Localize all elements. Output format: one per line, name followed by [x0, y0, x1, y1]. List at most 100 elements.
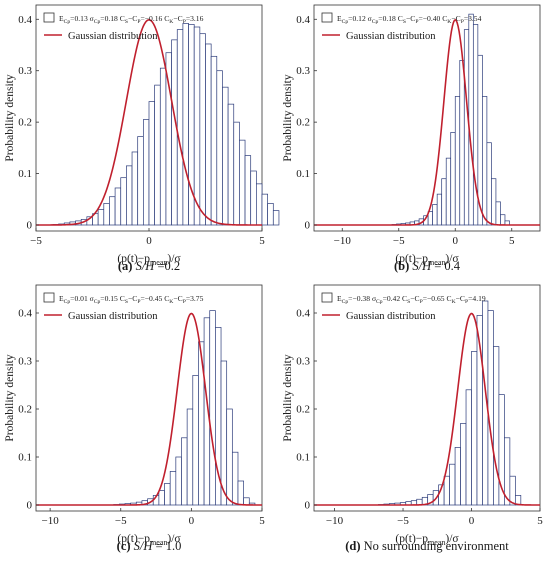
histogram-bar: [176, 457, 182, 505]
subplot-caption: (b) S/H = 0.4: [394, 259, 461, 273]
x-tick-label: −5: [30, 235, 42, 247]
y-axis-label: Probability density: [282, 74, 294, 161]
histogram-bar: [159, 491, 165, 505]
legend-stats-part: =−0.38: [348, 294, 372, 303]
histogram-bar: [442, 179, 447, 225]
x-tick-label: −5: [397, 515, 409, 527]
histogram-bar: [211, 56, 217, 225]
legend-histogram-swatch: [322, 293, 332, 302]
legend-stats: ECp=0.01 σCp=0.15 CS−CP=−0.45 CK−CP=3.75: [59, 294, 204, 305]
subplot-caption-text: = 0.4: [431, 259, 461, 273]
histogram-bar: [115, 188, 121, 225]
legend-stats: ECp=0.12 σCp=0.18 CS−CP=−0.40 CK−CP=3.54: [337, 14, 482, 25]
histogram-bar: [500, 215, 505, 225]
histogram-bar: [177, 30, 183, 225]
histogram-bar: [149, 102, 155, 225]
histogram-bar: [200, 34, 206, 225]
subplot-caption: (a) S/H =0.2: [118, 259, 180, 273]
subplot-caption-label: (b): [394, 259, 412, 273]
y-tick-label: 0: [27, 220, 33, 232]
histogram-bar: [228, 104, 234, 225]
y-tick-label: 0.2: [296, 117, 310, 129]
x-tick-label: −10: [334, 235, 352, 247]
x-tick-label: 5: [509, 235, 515, 247]
legend-stats-part: =0.42: [383, 294, 402, 303]
histogram-bar: [451, 132, 456, 225]
y-tick-label: 0.4: [296, 14, 310, 26]
subplot-caption-text: = 1.0: [152, 539, 181, 553]
x-tick-label: 0: [189, 515, 195, 527]
x-tick-label: 0: [469, 515, 475, 527]
histogram-bar: [193, 375, 199, 505]
histogram-bar: [183, 23, 189, 225]
legend-stats-part: −C: [410, 294, 419, 303]
histogram-bar: [488, 311, 493, 505]
y-tick-label: 0.2: [18, 404, 32, 416]
legend-stats-part: =3.16: [186, 14, 204, 23]
histogram-bar: [461, 423, 466, 505]
x-tick-label: −5: [393, 235, 405, 247]
histogram-bar: [262, 194, 268, 225]
legend-stats-part: =0.13: [70, 14, 89, 23]
histogram-bar: [433, 204, 438, 225]
histogram-bar: [487, 143, 492, 225]
histogram-bar: [210, 311, 216, 505]
subplot-caption-italic: S/H: [136, 259, 156, 273]
legend-stats-part: =−0.45: [140, 294, 164, 303]
histogram-bar: [239, 140, 245, 225]
histogram-bar: [491, 179, 496, 225]
histogram-bar: [181, 438, 187, 505]
y-tick-label: 0.2: [18, 117, 32, 129]
histogram-bar: [472, 351, 477, 505]
histogram-bar: [222, 87, 228, 225]
legend-stats-part: −C: [128, 14, 137, 23]
y-tick-label: 0.3: [18, 356, 32, 368]
histogram-bar: [232, 452, 238, 505]
histogram-bar: [165, 483, 171, 505]
legend-stats-part: =−0.65: [423, 294, 447, 303]
legend-curve-label: Gaussian distribution: [346, 311, 436, 322]
histogram-bar: [121, 178, 127, 225]
histogram-bar: [126, 166, 132, 225]
subplot-caption: (c) S/H = 1.0: [117, 539, 182, 553]
y-tick-label: 0: [305, 220, 311, 232]
x-tick-label: 5: [537, 515, 543, 527]
y-tick-label: 0.1: [296, 452, 310, 464]
y-axis-label: Probability density: [4, 354, 16, 441]
legend-stats-part: =3.75: [186, 294, 204, 303]
subplot-caption-italic: S/H: [134, 539, 154, 553]
y-tick-label: 0.1: [18, 168, 32, 180]
histogram-bar: [244, 498, 250, 505]
histogram-bar: [160, 68, 166, 225]
legend-stats-part: =0.18: [100, 14, 119, 23]
y-tick-label: 0.1: [18, 452, 32, 464]
histogram-bar: [464, 30, 469, 225]
histogram-bar: [460, 60, 465, 225]
histogram-bar: [132, 152, 138, 225]
legend-histogram-swatch: [44, 293, 54, 302]
y-tick-label: 0: [27, 500, 33, 512]
histogram-bar: [510, 476, 515, 505]
legend-curve-label: Gaussian distribution: [68, 31, 158, 42]
subplot-caption-label: (c): [117, 539, 134, 553]
x-tick-label: −10: [42, 515, 60, 527]
histogram-bar: [206, 44, 212, 225]
subplot-caption: (d) No surrounding environment: [345, 539, 509, 553]
histogram-bar: [187, 409, 193, 505]
histogram-bar: [227, 409, 233, 505]
histogram-bar: [238, 481, 244, 505]
histogram-bar: [221, 361, 227, 505]
histogram-bar: [251, 171, 257, 225]
histogram-bar: [482, 96, 487, 225]
histogram-bar: [172, 40, 178, 225]
legend-stats: ECp=0.13 σCp=0.18 CS−CP=−0.16 CK−CP=3.16: [59, 14, 204, 25]
legend-stats-part: =4.19: [468, 294, 486, 303]
y-tick-label: 0.4: [296, 308, 310, 320]
histogram-bar: [446, 158, 451, 225]
legend-stats-part: −C: [451, 14, 460, 23]
